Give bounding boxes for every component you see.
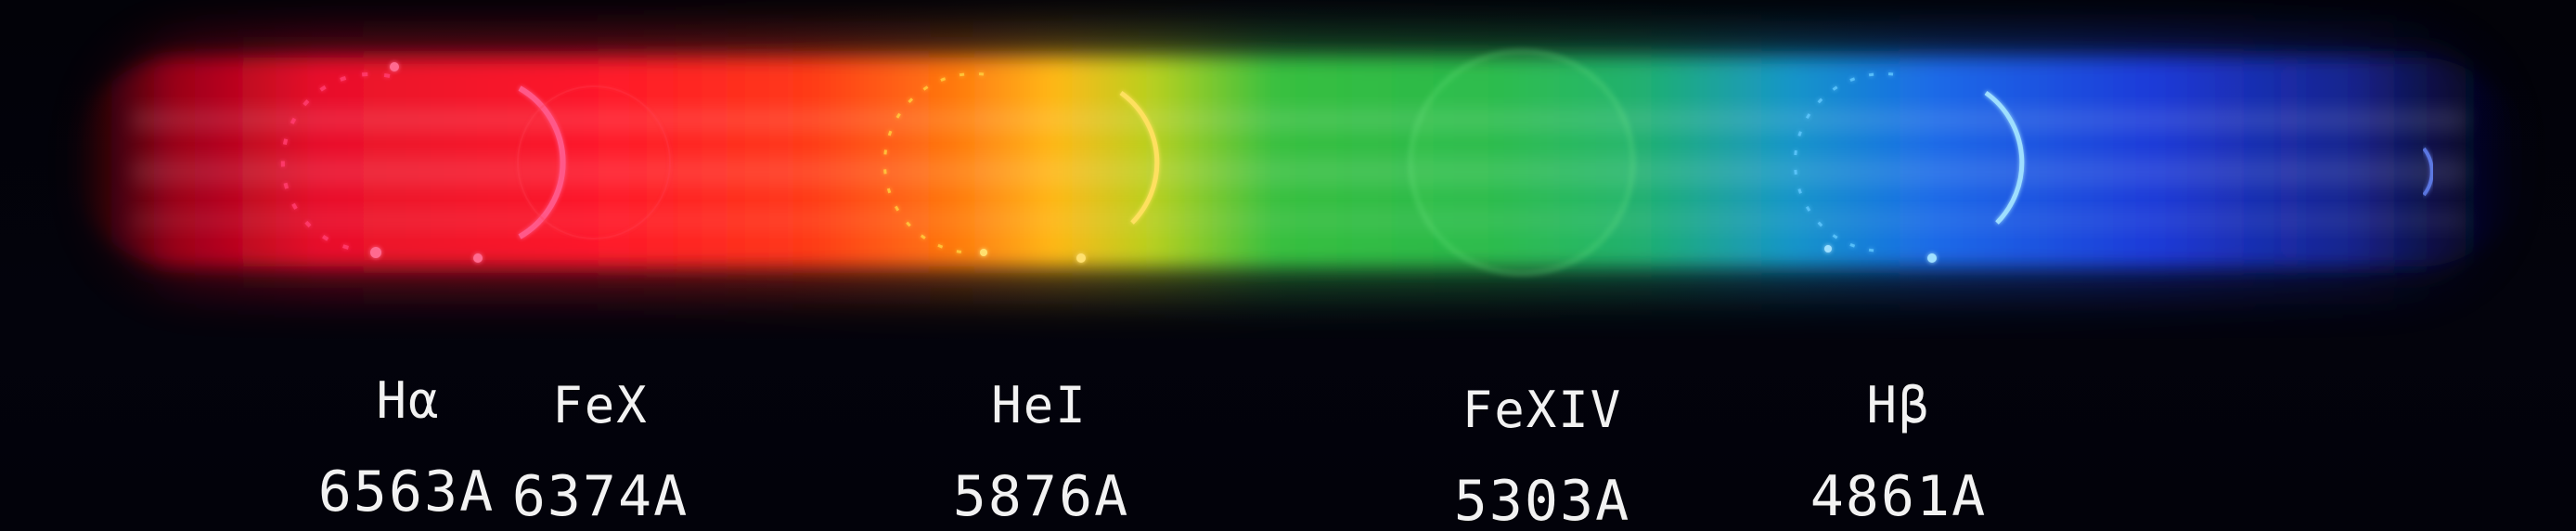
ring-h-alpha (280, 62, 566, 263)
ring-fe-x (517, 85, 671, 240)
label-he-i-name: HeI (991, 376, 1088, 434)
spectrum-streak-top (130, 110, 2468, 130)
label-h-alpha-name: Hα (376, 371, 441, 430)
label-h-beta-wavelength: 4861A (1810, 464, 1988, 529)
ring-h-beta (1793, 71, 2025, 263)
ring-fe-xiv (1408, 48, 1636, 277)
ring-faint-blue (2422, 147, 2434, 197)
label-fe-xiv-name: FeXIV (1462, 381, 1623, 439)
label-fe-xiv-wavelength: 5303A (1453, 469, 1631, 531)
ring-he-i (883, 72, 1160, 263)
label-h-alpha-wavelength: 6563A (317, 460, 496, 525)
label-fe-x-name: FeX (552, 376, 649, 434)
spectrum-streak-middle (130, 158, 2468, 186)
label-he-i-wavelength: 5876A (952, 464, 1130, 529)
label-h-beta-name: Hβ (1866, 376, 1931, 434)
label-fe-x-wavelength: 6374A (511, 464, 689, 529)
spectrum-streak-bottom (130, 212, 2468, 228)
